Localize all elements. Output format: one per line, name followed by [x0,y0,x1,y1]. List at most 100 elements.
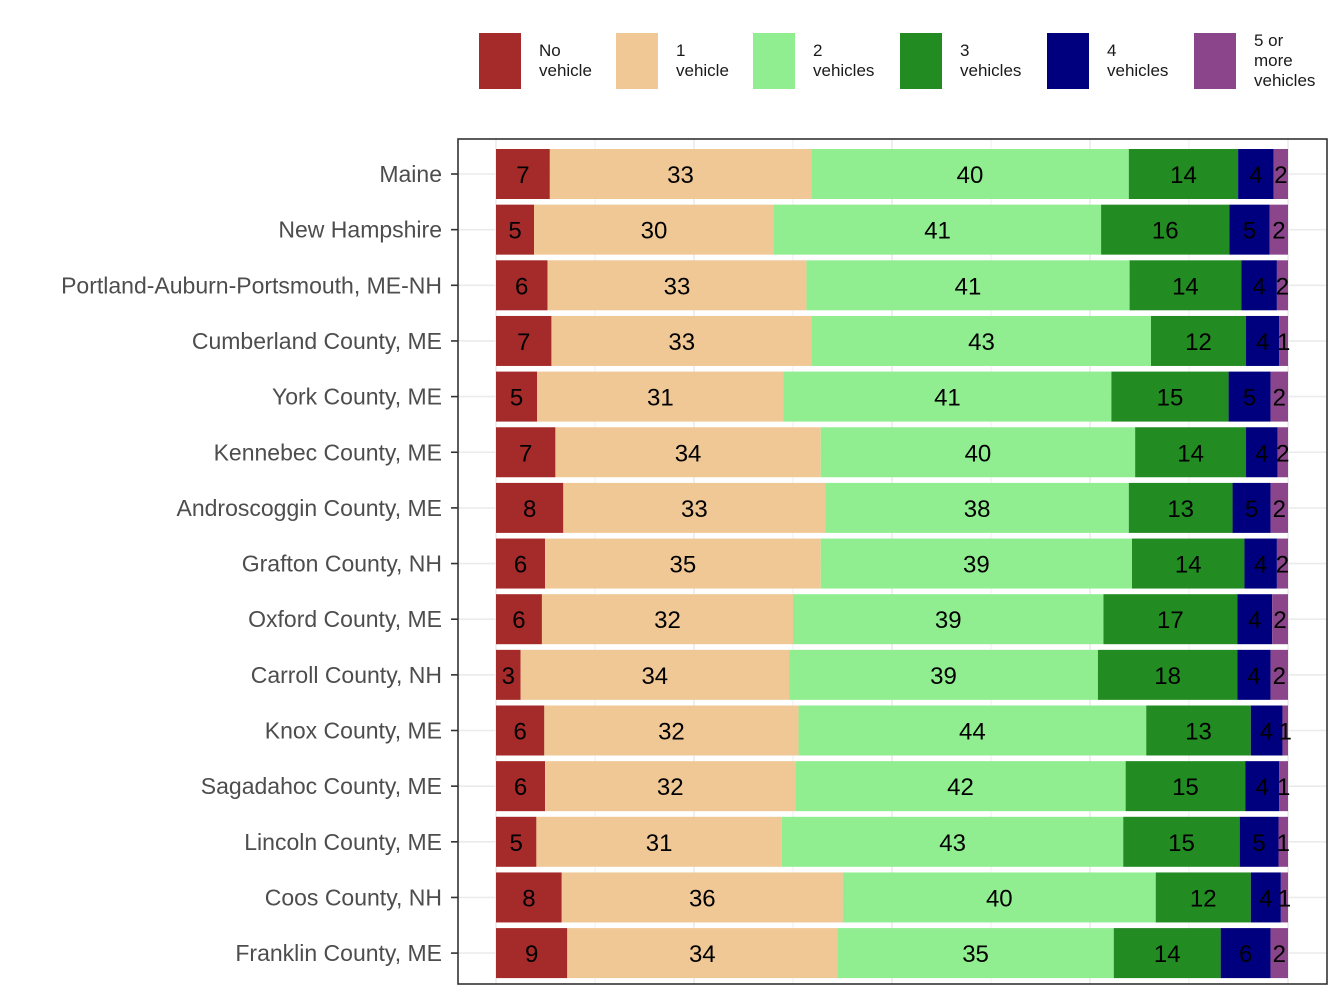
data-label: 33 [667,162,694,189]
bar-segment [496,482,564,533]
bar-segment [1097,649,1238,700]
bar-segment [549,149,812,199]
bar-segment [561,872,843,923]
bar-segment [773,204,1102,255]
bar-segment [496,427,556,478]
data-label: 2 [1272,218,1285,245]
bar-segment [545,761,796,812]
bar-segment [1279,761,1288,812]
data-label: 35 [670,552,697,579]
bar-segment [1241,260,1277,311]
bar-segment [789,649,1098,700]
bar-segment [783,371,1112,422]
bar-segment [1123,816,1240,867]
data-label: 41 [924,218,951,245]
bar-segment [1246,427,1278,478]
bar-segment [1279,315,1288,366]
data-label: 32 [658,719,685,746]
bar-segment [1282,705,1288,756]
data-label: 2 [1276,552,1289,579]
bar-segment [496,705,545,756]
bar-segment [1103,594,1238,645]
data-label: 40 [986,885,1013,912]
legend-item: No vehicle [479,33,592,89]
bar-segment [547,260,807,311]
bar-segment [825,482,1129,533]
bar-segment [496,371,538,422]
data-label: 6 [514,774,527,801]
data-label: 32 [654,607,681,634]
data-label: 34 [689,941,716,968]
bar-segment [798,705,1147,756]
legend-label: 5 or more vehicles [1254,31,1316,90]
bar-segment [496,538,546,589]
bar-segment [1155,872,1251,923]
category-label: Sagadahoc County, ME [201,773,442,799]
legend-swatch [1047,33,1089,89]
data-label: 2 [1273,663,1286,690]
category-label: Lincoln County, ME [244,829,442,855]
data-label: 5 [1252,830,1265,857]
bar-segment [1270,482,1288,533]
data-label: 4 [1248,607,1261,634]
data-label: 34 [675,440,702,467]
bar-segment [1270,649,1288,700]
bar-segment [551,315,813,366]
bar-segment [1101,204,1230,255]
bar-segment [534,204,774,255]
bar-segment [520,649,790,700]
category-label: Kennebec County, ME [214,439,442,465]
data-label: 15 [1172,774,1199,801]
legend-item: 2 vehicles [753,33,874,89]
data-label: 39 [963,552,990,579]
bar-segment [1128,482,1233,533]
data-label: 31 [647,385,674,412]
bar-segment [1129,260,1242,311]
bar-segment [1229,204,1270,255]
data-label: 4 [1247,663,1260,690]
data-label: 6 [514,552,527,579]
data-label: 33 [668,329,695,356]
data-label: 1 [1277,830,1290,857]
bar-segment [496,204,535,255]
data-label: 14 [1177,440,1204,467]
legend-swatch [900,33,942,89]
data-label: 44 [959,719,986,746]
bar-segment [1278,816,1288,867]
data-label: 14 [1154,941,1181,968]
bar-segment [496,149,550,199]
legend-swatch [479,33,521,89]
data-label: 33 [664,273,691,300]
bar-segment [496,872,562,923]
bar-segment [1270,928,1288,979]
data-label: 2 [1274,162,1287,189]
legend-label: 2 vehicles [813,41,875,80]
category-label: Franklin County, ME [235,940,442,966]
legend-label: 1 vehicle [676,41,729,80]
bar-segment [496,594,542,645]
bar-segment [1125,761,1246,812]
category-label: Portland-Auburn-Portsmouth, ME-NH [61,272,442,298]
data-label: 2 [1273,941,1286,968]
data-label: 1 [1279,719,1292,746]
bar-segment [781,816,1124,867]
bar-segment [806,260,1130,311]
data-label: 38 [964,496,991,523]
bar-segment [1276,538,1288,589]
data-label: 14 [1175,552,1202,579]
bar-segment [812,315,1151,366]
bar-segment [1113,928,1221,979]
data-label: 4 [1256,329,1269,356]
bar-segment [1272,594,1288,645]
data-label: 2 [1276,273,1289,300]
data-label: 15 [1168,830,1195,857]
bar-segment [1270,371,1288,422]
plot-border [457,138,1328,985]
data-label: 2 [1276,440,1289,467]
data-label: 6 [515,273,528,300]
bar-segment [496,816,537,867]
data-label: 33 [681,496,708,523]
data-label: 30 [641,218,668,245]
data-label: 41 [934,385,961,412]
data-label: 7 [516,162,529,189]
